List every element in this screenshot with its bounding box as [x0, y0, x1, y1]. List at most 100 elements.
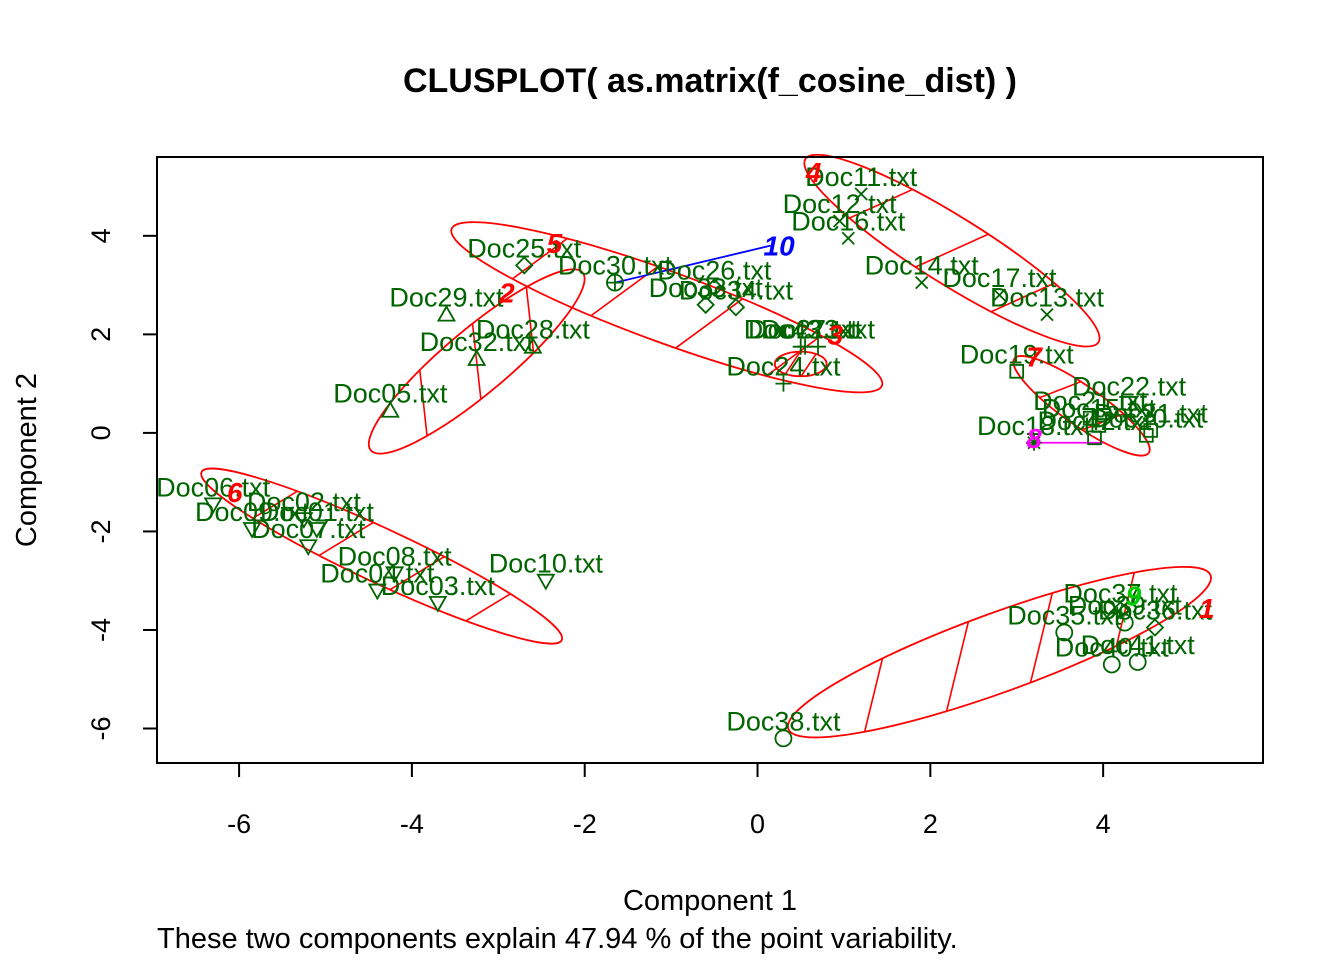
point-label: Doc24.txt: [726, 352, 841, 382]
cluster-label: 10: [764, 231, 796, 262]
point-label: Doc28.txt: [476, 315, 591, 345]
data-point: Doc43.txt: [744, 315, 859, 355]
point-marker-triangle-up: [380, 400, 400, 418]
point-label: Doc14.txt: [865, 251, 980, 281]
point-marker-circle: [1128, 653, 1147, 671]
data-point: Doc39.txt: [1068, 591, 1182, 632]
point-label: Doc03.txt: [381, 571, 496, 601]
point-marker-square: [1121, 396, 1137, 411]
cluster-label: 6: [227, 477, 243, 508]
data-point: Doc29.txt: [389, 283, 504, 322]
point-label: Doc29.txt: [389, 283, 504, 313]
point-marker-triangle-up: [467, 349, 487, 366]
point-label: Doc13.txt: [990, 283, 1105, 313]
x-tick-label: 4: [1096, 809, 1111, 839]
point-label: Doc05.txt: [333, 379, 448, 409]
data-point: Doc26.txt: [657, 256, 772, 297]
point-marker-circle-plus: [606, 273, 624, 292]
data-point: Doc25.txt: [467, 233, 582, 275]
point-label: Doc04.txt: [320, 559, 435, 589]
point-label: Doc41.txt: [1081, 630, 1196, 660]
point-marker-plus: [775, 375, 792, 392]
point-marker-triangle-down: [294, 512, 314, 529]
data-point: Doc37.txt: [1063, 578, 1178, 620]
data-point: Doc42.txt: [1037, 406, 1152, 446]
point-label: Doc32.txt: [420, 327, 535, 357]
y-tick-label: 0: [86, 425, 116, 440]
point-label: Doc10.txt: [489, 549, 604, 579]
data-point: Doc11.txt: [805, 162, 918, 201]
data-point: Doc32.txt: [420, 327, 535, 366]
x-tick-label: -2: [573, 809, 597, 839]
point-marker-diamond: [696, 295, 715, 315]
point-marker-triangle-up: [436, 304, 457, 322]
point-marker-triangle-down: [298, 539, 318, 557]
point-label: Doc33.txt: [649, 273, 764, 303]
point-label: Doc06.txt: [156, 472, 271, 502]
cluster-segment-10: [614, 244, 771, 284]
point-label: Doc09.txt: [195, 497, 310, 527]
point-label: Doc02.txt: [247, 487, 362, 517]
data-point: Doc24.txt: [726, 352, 841, 392]
point-label: Doc30.txt: [558, 251, 673, 281]
x-axis: -6 -4 -2 0 2 4: [227, 762, 1111, 839]
variability-note: These two components explain 47.94 % of …: [157, 923, 958, 955]
point-label: Doc20.txt: [1089, 403, 1204, 433]
point-marker-diamond: [705, 278, 724, 297]
y-tick-label: 2: [86, 327, 116, 342]
point-label: Doc16.txt: [791, 206, 906, 236]
point-label: Doc01.txt: [260, 497, 375, 527]
x-tick-label: -6: [227, 809, 251, 839]
point-marker-diamond: [514, 256, 534, 275]
cluster-outline: [803, 153, 1101, 348]
cluster-shapes: [200, 153, 1212, 767]
point-label: Doc17.txt: [942, 263, 1057, 293]
point-marker-x: [1040, 308, 1054, 322]
point-marker-diamond: [1145, 618, 1165, 637]
point-marker-triangle-down: [307, 522, 327, 539]
x-tick-label: 2: [923, 809, 938, 839]
point-marker-star: [1026, 434, 1043, 451]
point-marker-diamond: [726, 297, 746, 317]
data-point: Doc14.txt: [865, 251, 980, 290]
point-label: Doc40.txt: [1055, 632, 1170, 662]
data-point: Doc38.txt: [726, 706, 841, 748]
data-point: Doc06.txt: [156, 472, 271, 515]
point-marker-circle: [1055, 623, 1074, 642]
data-point: Doc33.txt: [649, 273, 764, 315]
point-marker-triangle-down: [203, 497, 223, 515]
point-marker-x: [832, 214, 847, 228]
cluster-hatch-line: [939, 598, 975, 737]
cluster-outline: [1012, 355, 1151, 457]
cluster-label: 7: [1026, 342, 1043, 373]
point-marker-triangle-down: [385, 566, 405, 584]
data-point: Doc03.txt: [381, 571, 496, 613]
data-point: Doc18.txt: [977, 411, 1092, 451]
point-label: Doc43.txt: [744, 315, 859, 345]
point-marker-triangle-down: [428, 595, 448, 613]
data-point: Doc31.txt: [1094, 398, 1208, 438]
point-label: Doc38.txt: [726, 706, 841, 736]
cluster-label: 8: [1026, 423, 1042, 454]
data-point: Doc15.txt: [1042, 394, 1156, 433]
point-label: Doc37.txt: [1063, 578, 1178, 608]
point-marker-circle: [774, 729, 793, 748]
data-point: Doc22.txt: [1072, 371, 1187, 411]
point-label: Doc11.txt: [805, 162, 918, 192]
data-point: Doc17.txt: [942, 263, 1057, 302]
data-point: Doc02.txt: [247, 487, 362, 529]
x-axis-title: Component 1: [623, 885, 797, 917]
y-tick-label: -6: [86, 717, 116, 741]
point-marker-square: [1139, 428, 1154, 443]
point-marker-square: [1082, 410, 1098, 426]
point-label: Doc42.txt: [1037, 406, 1152, 436]
data-point: Doc34.txt: [679, 275, 793, 317]
cluster-outline: [367, 268, 586, 455]
data-point: Doc40.txt: [1055, 632, 1170, 674]
cluster-label: 4: [805, 157, 822, 188]
point-label: Doc12.txt: [783, 189, 898, 219]
point-label: Doc25.txt: [467, 233, 582, 263]
point-label: Doc18.txt: [977, 411, 1092, 441]
